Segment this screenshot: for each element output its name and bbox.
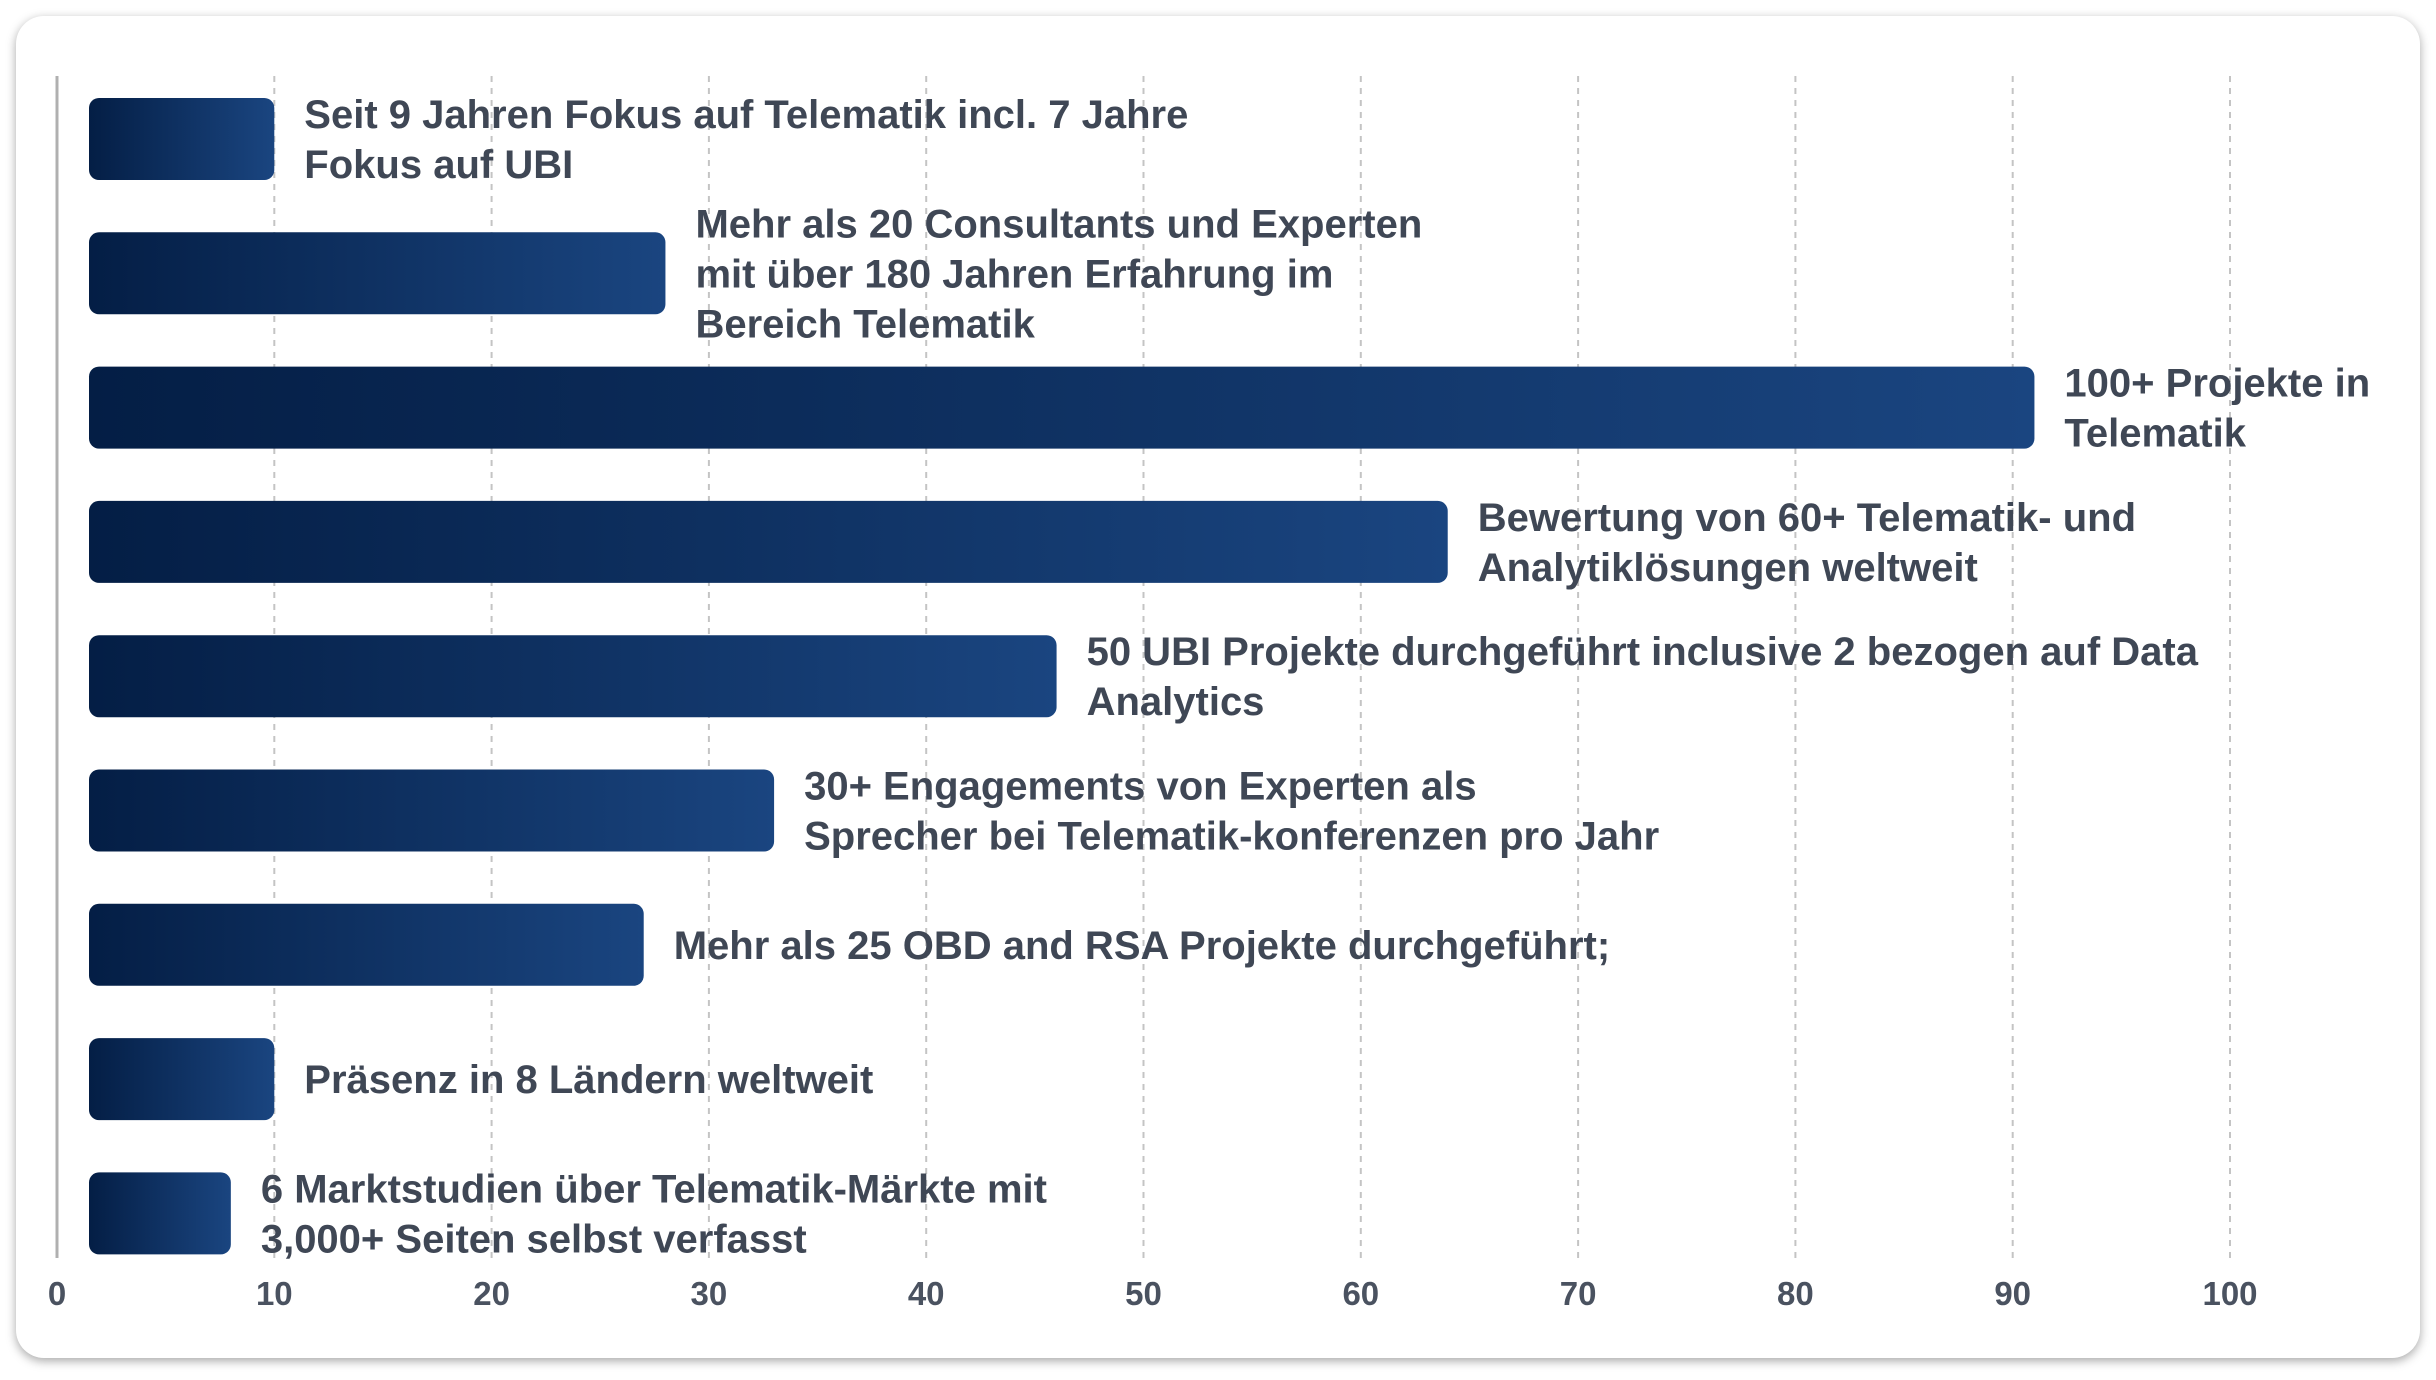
bars	[89, 98, 2035, 1255]
x-tick-label: 30	[691, 1275, 728, 1312]
bar-label-line: 100+ Projekte in	[2064, 362, 2370, 406]
bar-label: 100+ Projekte in Telematik	[2064, 362, 2370, 456]
bar-label-line: Analytics	[1087, 680, 1265, 724]
bar	[89, 500, 1448, 583]
x-tick-label: 20	[473, 1275, 510, 1312]
bar	[89, 769, 775, 852]
bar-label-line: 30+ Engagements von Experten als	[804, 765, 1476, 809]
bar-label-line: Analytiklösungen weltweit	[1478, 546, 1978, 590]
bar-label-line: Mehr als 25 OBD and RSA Projekte durchge…	[674, 924, 1610, 968]
bar	[89, 635, 1057, 718]
bar-label-line: Mehr als 20 Consultants und Experten	[695, 202, 1422, 246]
bar	[89, 366, 2035, 449]
bar	[89, 1172, 231, 1255]
bar-label: 50 UBI Projekte durchgeführt inclusive 2…	[1087, 630, 2199, 724]
bar-label: Mehr als 20 Consultants und Experten mit …	[695, 202, 1422, 346]
x-axis-ticks: 0 10 20 30 40 50 60 70 80 90 100	[48, 1275, 2258, 1312]
bar-label: Mehr als 25 OBD and RSA Projekte durchge…	[674, 924, 1610, 968]
bar-label: Seit 9 Jahren Fokus auf Telematik incl. …	[304, 93, 1188, 187]
x-tick-label: 100	[2202, 1275, 2257, 1312]
x-tick-label: 70	[1560, 1275, 1597, 1312]
x-tick-label: 0	[48, 1275, 66, 1312]
bar-label: Bewertung von 60+ Telematik- und Analytik…	[1478, 496, 2136, 590]
x-tick-label: 60	[1342, 1275, 1379, 1312]
x-tick-label: 50	[1125, 1275, 1162, 1312]
x-tick-label: 10	[256, 1275, 293, 1312]
bar-label-line: Präsenz in 8 Ländern weltweit	[304, 1058, 873, 1102]
bar-labels: Seit 9 Jahren Fokus auf Telematik incl. …	[261, 93, 2370, 1261]
bar	[89, 98, 275, 180]
bar	[89, 232, 666, 315]
bar	[89, 903, 644, 986]
bar-label: Präsenz in 8 Ländern weltweit	[304, 1058, 873, 1102]
bar-label-line: mit über 180 Jahren Erfahrung im	[695, 252, 1333, 296]
bar-label: 6 Marktstudien über Telematik-Märkte mit…	[261, 1167, 1047, 1261]
bar-label-line: Seit 9 Jahren Fokus auf Telematik incl. …	[304, 93, 1188, 137]
x-tick-label: 40	[908, 1275, 945, 1312]
bar-label-line: Fokus auf UBI	[304, 143, 573, 187]
bar-label-line: Bereich Telematik	[695, 302, 1035, 346]
bar-label: 30+ Engagements von Experten als Sprecher…	[804, 765, 1659, 859]
bar-label-line: Bewertung von 60+ Telematik- und	[1478, 496, 2136, 540]
x-tick-label: 90	[1994, 1275, 2031, 1312]
bar	[89, 1038, 275, 1121]
bar-label-line: 6 Marktstudien über Telematik-Märkte mit	[261, 1167, 1047, 1211]
bar-label-line: Sprecher bei Telematik-konferenzen pro J…	[804, 815, 1659, 859]
bar-label-line: 3,000+ Seiten selbst verfasst	[261, 1217, 807, 1261]
bar-label-line: Telematik	[2064, 412, 2246, 456]
bar-label-line: 50 UBI Projekte durchgeführt inclusive 2…	[1087, 630, 2199, 674]
x-tick-label: 80	[1777, 1275, 1814, 1312]
